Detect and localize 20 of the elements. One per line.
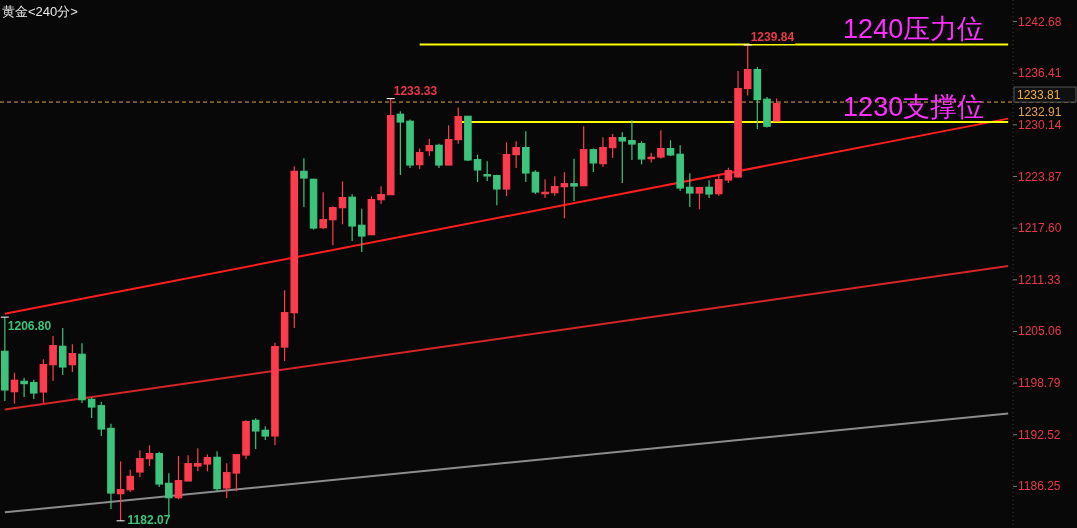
y-tick-label: 1205.06 [1018, 324, 1062, 339]
y-tick-label: 1198.79 [1018, 376, 1061, 391]
ref-line-label: 1232.91 [1018, 105, 1062, 120]
y-tick-label: 1192.52 [1018, 427, 1061, 442]
y-tick-label: 1223.87 [1018, 169, 1062, 184]
annotation: 1182.07 [116, 512, 171, 527]
annotation: 1239.84 [750, 29, 795, 44]
y-tick-label: 1236.41 [1018, 66, 1062, 81]
annotation: 1233.33 [393, 83, 438, 98]
y-tick-label: 1186.25 [1018, 479, 1061, 494]
annotation: 1230支撑位 [843, 91, 985, 122]
y-tick-label: 1217.60 [1018, 221, 1062, 236]
y-tick-label: 1242.68 [1018, 14, 1062, 29]
annotation: 1182.07 [127, 512, 171, 527]
chart-title: 黄金<240分> [2, 4, 78, 19]
annotation: 1206.80 [0, 316, 53, 334]
annotation: 1206.80 [7, 319, 52, 334]
y-tick-label: 1211.33 [1018, 272, 1061, 287]
y-tick-label: 1230.14 [1018, 117, 1062, 132]
annotation: 1240压力位 [843, 14, 985, 45]
